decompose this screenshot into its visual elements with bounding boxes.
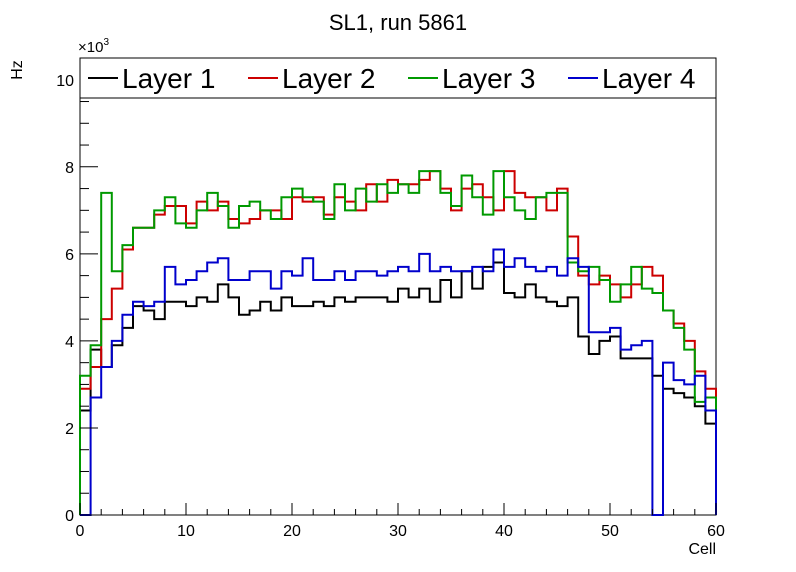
x-axis-label: Cell bbox=[688, 541, 716, 558]
legend-label-layer-1: Layer 1 bbox=[122, 63, 215, 94]
x-tick-label: 50 bbox=[601, 523, 619, 540]
y-tick-label: 8 bbox=[65, 160, 74, 177]
x-tick-label: 30 bbox=[389, 523, 407, 540]
legend-entries: Layer 1 Layer 2 Layer 3 Layer 4 bbox=[88, 63, 695, 94]
y-tick-label: 10 bbox=[56, 73, 74, 90]
x-tick-label: 10 bbox=[177, 523, 195, 540]
series-line-layer-4 bbox=[80, 248, 717, 516]
x-tick-label: 60 bbox=[707, 523, 725, 540]
y-tick-label: 6 bbox=[65, 247, 74, 264]
series-group bbox=[79, 170, 717, 516]
series-line-layer-1 bbox=[79, 261, 717, 515]
y-tick-label: 0 bbox=[65, 508, 74, 525]
legend-label-layer-3: Layer 3 bbox=[442, 63, 535, 94]
x-tick-label: 40 bbox=[495, 523, 513, 540]
y-axis-label: Hz bbox=[9, 60, 26, 80]
y-multiplier: ×103 bbox=[78, 37, 109, 56]
series-line-layer-3 bbox=[79, 170, 717, 515]
legend: Layer 1 Layer 2 Layer 3 Layer 4 bbox=[79, 57, 717, 99]
axes-group: 0 10 20 30 40 50 60 0 2 4 6 8 10 bbox=[56, 73, 725, 540]
x-tick-label: 20 bbox=[283, 523, 301, 540]
y-tick-label: 2 bbox=[65, 421, 74, 438]
legend-label-layer-2: Layer 2 bbox=[282, 63, 375, 94]
chart-title: SL1, run 5861 bbox=[329, 10, 467, 35]
y-multiplier-exponent: 3 bbox=[103, 37, 109, 48]
legend-box bbox=[79, 57, 717, 99]
x-tick-label: 0 bbox=[76, 523, 85, 540]
y-tick-label: 4 bbox=[65, 334, 74, 351]
y-multiplier-base: ×10 bbox=[78, 39, 103, 56]
legend-label-layer-4: Layer 4 bbox=[602, 63, 695, 94]
